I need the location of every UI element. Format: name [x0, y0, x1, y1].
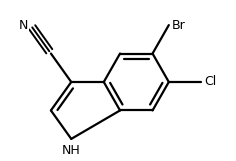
Text: NH: NH [62, 144, 81, 157]
Text: N: N [19, 19, 29, 32]
Text: Br: Br [172, 19, 185, 32]
Text: Cl: Cl [204, 76, 217, 89]
